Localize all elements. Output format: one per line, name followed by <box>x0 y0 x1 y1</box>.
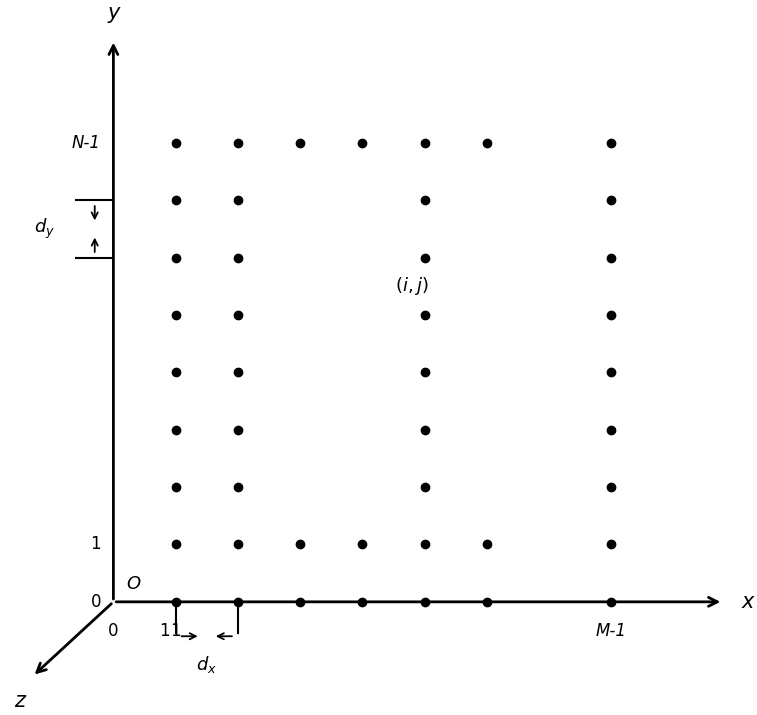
Text: N-1: N-1 <box>72 134 101 152</box>
Text: O: O <box>126 576 140 593</box>
Text: 1: 1 <box>159 622 170 640</box>
Text: 1: 1 <box>90 536 101 553</box>
Text: z: z <box>14 691 26 711</box>
Text: 0: 0 <box>90 593 101 611</box>
Text: $d_y$: $d_y$ <box>34 217 55 241</box>
Text: y: y <box>107 3 120 23</box>
Text: M-1: M-1 <box>596 622 627 640</box>
Text: $(i, j)$: $(i, j)$ <box>395 275 429 297</box>
Text: 1: 1 <box>170 622 181 640</box>
Text: $d_x$: $d_x$ <box>196 654 217 676</box>
Text: 0: 0 <box>108 622 119 640</box>
Text: x: x <box>742 592 754 612</box>
